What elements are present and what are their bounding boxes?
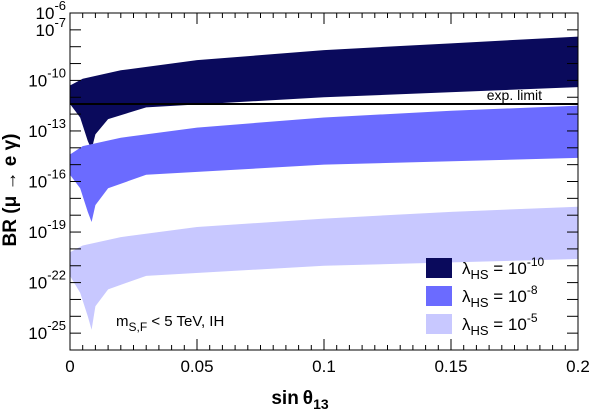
y-tick-power: -19	[47, 217, 66, 232]
legend-eq: = 10	[489, 287, 527, 306]
y-tick-power: -25	[47, 318, 66, 333]
y-tick-label: 10-16	[28, 167, 66, 192]
legend-lambda: λ	[462, 287, 471, 306]
y-tick-label: 10-25	[28, 318, 66, 343]
y-tick-base: 10	[28, 274, 47, 293]
y-axis-title: BR (μ → e γ)	[0, 134, 21, 247]
legend-label-1: λHS = 10-10	[462, 255, 545, 282]
x-tick-label: 0.2	[566, 357, 590, 376]
y-tick-power: -6	[54, 0, 66, 13]
y-tick-label: 10-7	[36, 15, 66, 40]
x-axis: 0 0.05 0.1 0.15 0.2	[65, 13, 590, 376]
series-band-1	[70, 36, 578, 150]
y-tick-base: 10	[36, 21, 55, 40]
x-tick-label: 0.05	[180, 357, 213, 376]
y-tick-power: -7	[54, 15, 66, 30]
x-tick-label: 0.15	[434, 357, 467, 376]
y-tick-power: -16	[47, 167, 66, 182]
legend-sub: HS	[471, 267, 489, 282]
x-tick-label: 0.1	[312, 357, 336, 376]
legend-swatch-3	[426, 314, 452, 334]
band-layer	[70, 36, 578, 330]
legend-lambda: λ	[462, 259, 471, 278]
annotation-rest: < 5 TeV, IH	[147, 313, 224, 330]
legend-lambda: λ	[462, 315, 471, 334]
y-tick-label: 10-13	[28, 116, 66, 141]
x-axis-title-sub: 13	[313, 396, 329, 412]
y-tick-base: 10	[36, 4, 55, 23]
legend-power: -5	[527, 311, 538, 325]
x-axis-title: sin θ13	[271, 388, 329, 412]
legend-sub: HS	[471, 323, 489, 338]
legend-power: -10	[527, 255, 545, 269]
legend-swatch-1	[426, 258, 452, 278]
y-tick-label: 10-6	[36, 0, 66, 23]
x-axis-title-greek: θ	[303, 388, 313, 409]
exp-limit-label: exp. limit	[487, 87, 542, 103]
y-tick-label: 10-22	[28, 268, 66, 293]
y-tick-base: 10	[28, 223, 47, 242]
y-tick-base: 10	[28, 122, 47, 141]
y-tick-base: 10	[28, 71, 47, 90]
legend-swatch-2	[426, 286, 452, 306]
series-band-2	[70, 105, 578, 222]
annotation-main: m	[116, 313, 129, 330]
annotation-sub: S,F	[129, 320, 148, 334]
legend-label-2: λHS = 10-8	[462, 283, 538, 310]
series-band-3	[70, 206, 578, 330]
y-tick-power: -13	[47, 116, 66, 131]
x-axis-title-main: sin	[271, 388, 298, 409]
y-tick-base: 10	[28, 173, 47, 192]
legend-sub: HS	[471, 295, 489, 310]
legend-eq: = 10	[489, 315, 527, 334]
y-tick-power: -10	[47, 65, 66, 80]
legend-eq: = 10	[489, 259, 527, 278]
legend-power: -8	[527, 283, 538, 297]
legend-label-3: λHS = 10-5	[462, 311, 538, 338]
y-tick-base: 10	[28, 324, 47, 343]
y-tick-label: 10-19	[28, 217, 66, 242]
x-tick-label: 0	[65, 357, 74, 376]
annotation: mS,F < 5 TeV, IH	[116, 313, 224, 334]
y-tick-label: 10-10	[28, 65, 66, 90]
y-tick-power: -22	[47, 268, 66, 283]
